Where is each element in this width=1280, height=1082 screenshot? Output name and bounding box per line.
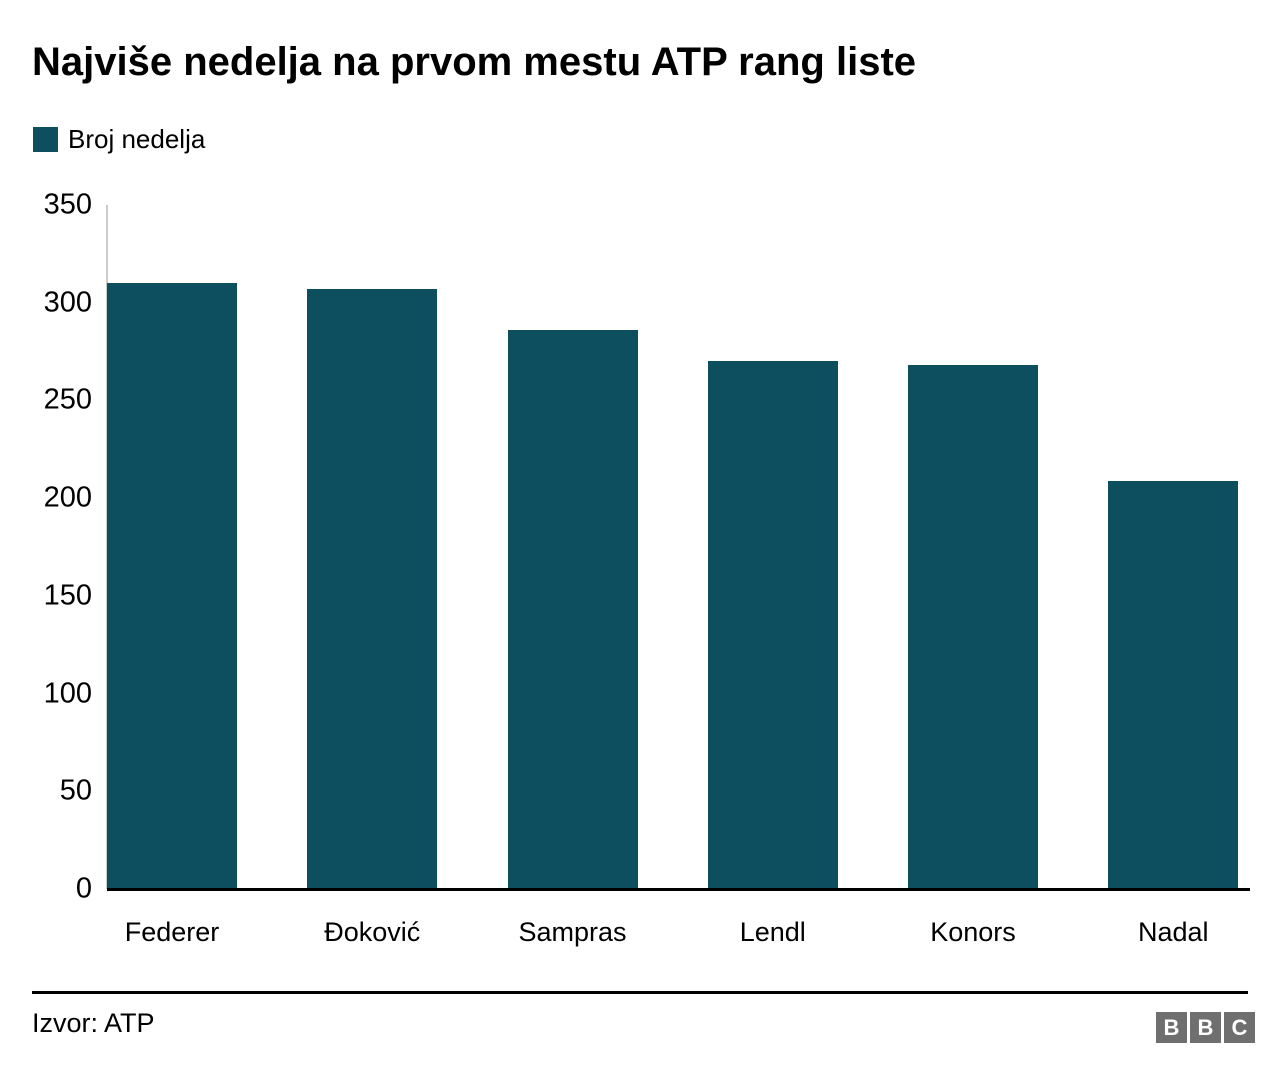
x-axis-label: Lendl (739, 917, 806, 947)
y-axis-tick-label: 200 (43, 481, 92, 514)
bar-nadal (1108, 480, 1239, 889)
x-axis-baseline (107, 888, 1250, 891)
legend-label: Broj nedelja (68, 124, 206, 154)
footer-divider (32, 991, 1248, 994)
legend-swatch (33, 127, 58, 152)
bar-đoković (307, 289, 438, 889)
y-axis-tick-label: 0 (75, 872, 92, 905)
bar-lendl (707, 361, 838, 889)
y-axis-tick-label: 150 (43, 579, 92, 612)
bar-konors (908, 365, 1038, 889)
bar-sampras (507, 330, 638, 889)
y-axis-tick-label: 250 (43, 383, 92, 416)
x-axis-label: Nadal (1137, 917, 1209, 947)
bbc-logo-block: B (1190, 1012, 1221, 1043)
y-axis-tick-label: 100 (43, 677, 92, 710)
y-axis-tick-label: 350 (43, 188, 92, 221)
x-axis-label: Federer (124, 917, 220, 947)
bar-federer (107, 283, 237, 889)
legend: Broj nedelja (33, 124, 205, 155)
x-axis-label: Đoković (324, 917, 421, 947)
source-text: Izvor: ATP (32, 1008, 155, 1038)
x-axis-label: Konors (930, 917, 1016, 947)
y-axis-tick-label: 50 (59, 774, 92, 807)
x-axis-label: Sampras (518, 917, 627, 947)
chart-title: Najviše nedelja na prvom mestu ATP rang … (32, 40, 917, 84)
y-axis-tick-label: 300 (43, 286, 92, 319)
bbc-logo-block: B (1156, 1012, 1187, 1043)
bbc-logo-block: C (1224, 1012, 1255, 1043)
bbc-logo: B B C (1156, 1012, 1255, 1043)
